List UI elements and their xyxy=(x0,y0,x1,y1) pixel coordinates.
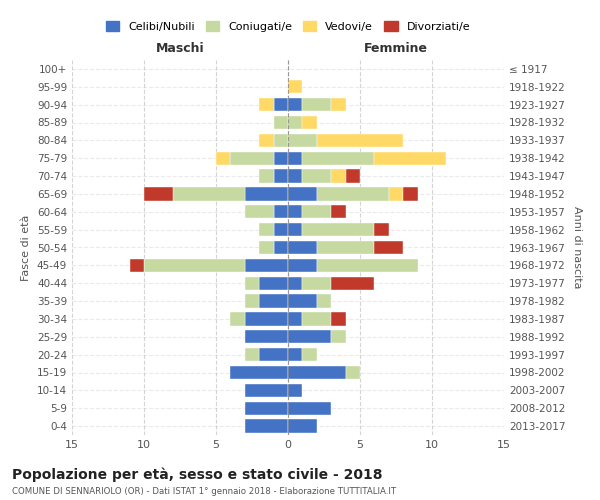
Bar xyxy=(317,294,331,308)
Bar xyxy=(288,98,302,112)
Bar xyxy=(230,366,288,379)
Bar xyxy=(389,187,403,200)
Bar xyxy=(245,330,288,344)
Bar xyxy=(259,294,288,308)
Bar xyxy=(302,223,374,236)
Bar xyxy=(331,170,346,183)
Bar xyxy=(245,276,259,290)
Bar xyxy=(245,205,274,218)
Bar xyxy=(230,312,245,326)
Bar xyxy=(130,258,144,272)
Bar xyxy=(245,384,288,397)
Bar xyxy=(317,241,374,254)
Bar xyxy=(259,134,274,147)
Bar xyxy=(259,241,274,254)
Text: Femmine: Femmine xyxy=(364,42,428,54)
Bar xyxy=(288,348,302,362)
Bar xyxy=(274,116,288,129)
Bar xyxy=(403,187,418,200)
Bar xyxy=(288,134,317,147)
Bar xyxy=(288,80,302,94)
Bar xyxy=(317,134,403,147)
Bar xyxy=(245,402,288,415)
Bar xyxy=(288,152,302,165)
Bar xyxy=(302,205,331,218)
Bar xyxy=(245,420,288,433)
Bar xyxy=(245,187,288,200)
Bar xyxy=(245,294,259,308)
Bar xyxy=(259,98,274,112)
Bar xyxy=(288,187,317,200)
Bar xyxy=(288,276,302,290)
Bar xyxy=(274,241,288,254)
Bar xyxy=(331,330,346,344)
Bar xyxy=(317,187,389,200)
Bar xyxy=(259,223,274,236)
Bar xyxy=(346,366,360,379)
Bar xyxy=(288,205,302,218)
Bar xyxy=(245,258,288,272)
Bar xyxy=(245,348,259,362)
Bar xyxy=(274,170,288,183)
Bar xyxy=(331,205,346,218)
Bar xyxy=(331,312,346,326)
Bar xyxy=(302,348,317,362)
Bar xyxy=(288,384,302,397)
Bar xyxy=(274,134,288,147)
Bar xyxy=(288,223,302,236)
Bar xyxy=(331,98,346,112)
Bar xyxy=(274,223,288,236)
Bar xyxy=(144,187,173,200)
Bar xyxy=(245,312,288,326)
Bar xyxy=(302,312,331,326)
Bar xyxy=(173,187,245,200)
Y-axis label: Fasce di età: Fasce di età xyxy=(22,214,31,280)
Bar xyxy=(288,420,317,433)
Text: Popolazione per età, sesso e stato civile - 2018: Popolazione per età, sesso e stato civil… xyxy=(12,468,383,482)
Bar xyxy=(302,276,331,290)
Bar xyxy=(230,152,274,165)
Bar xyxy=(259,170,274,183)
Bar xyxy=(317,258,418,272)
Bar xyxy=(259,276,288,290)
Bar xyxy=(346,170,360,183)
Bar xyxy=(216,152,230,165)
Bar xyxy=(274,98,288,112)
Bar xyxy=(144,258,245,272)
Text: COMUNE DI SENNARIOLO (OR) - Dati ISTAT 1° gennaio 2018 - Elaborazione TUTTITALIA: COMUNE DI SENNARIOLO (OR) - Dati ISTAT 1… xyxy=(12,488,396,496)
Legend: Celibi/Nubili, Coniugati/e, Vedovi/e, Divorziati/e: Celibi/Nubili, Coniugati/e, Vedovi/e, Di… xyxy=(101,17,475,36)
Bar xyxy=(288,330,331,344)
Bar xyxy=(288,170,302,183)
Bar xyxy=(302,98,331,112)
Bar xyxy=(374,152,446,165)
Bar xyxy=(302,116,317,129)
Bar xyxy=(274,205,288,218)
Bar xyxy=(288,366,346,379)
Bar xyxy=(374,223,389,236)
Bar xyxy=(259,348,288,362)
Bar xyxy=(288,294,317,308)
Bar xyxy=(288,312,302,326)
Bar xyxy=(331,276,374,290)
Bar xyxy=(302,170,331,183)
Bar xyxy=(374,241,403,254)
Bar xyxy=(302,152,374,165)
Bar xyxy=(288,258,317,272)
Bar xyxy=(288,116,302,129)
Bar xyxy=(274,152,288,165)
Bar xyxy=(288,402,331,415)
Bar xyxy=(288,241,317,254)
Y-axis label: Anni di nascita: Anni di nascita xyxy=(572,206,582,289)
Text: Maschi: Maschi xyxy=(155,42,205,54)
